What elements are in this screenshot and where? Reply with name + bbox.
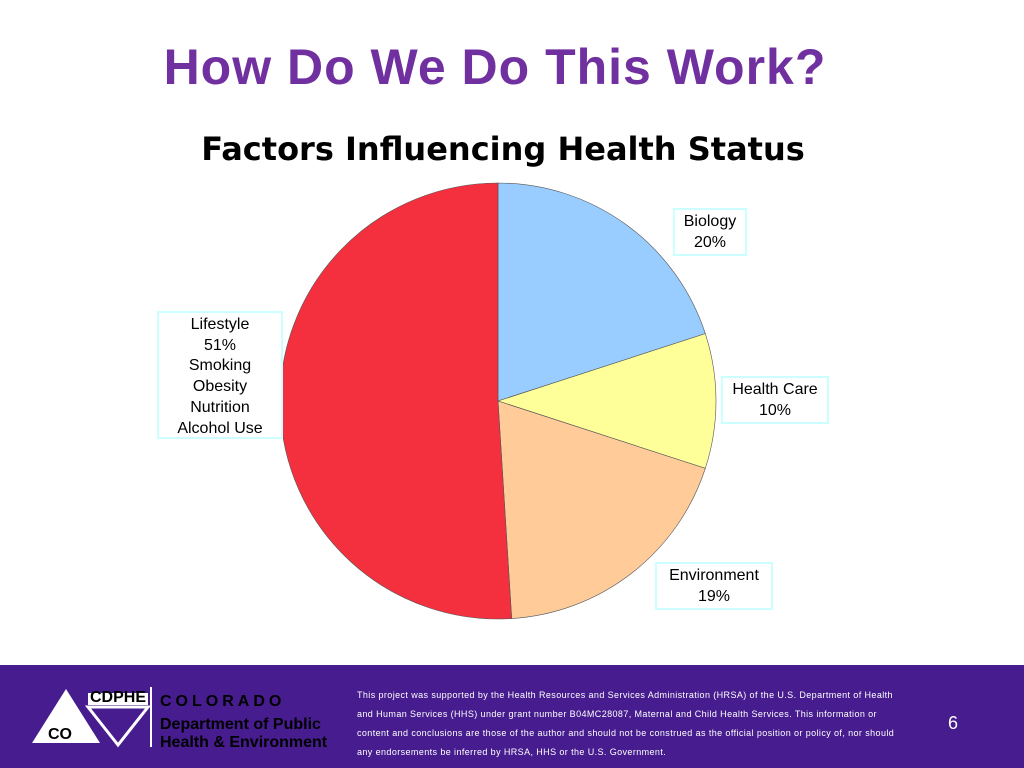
slice-label: Biology bbox=[684, 213, 736, 230]
slide-title: How Do We Do This Work? bbox=[163, 39, 827, 95]
slice-label: Health Care bbox=[732, 381, 817, 398]
pie-chart: Biology 20% Health Care 10% Environment 19% Li… bbox=[157, 182, 829, 620]
logo: CDPHE CO COLORADO Department of Public H… bbox=[32, 687, 328, 749]
slice-annotation: Smoking bbox=[189, 357, 251, 374]
logo-shield bbox=[84, 705, 152, 748]
label-box bbox=[157, 311, 283, 439]
label-box bbox=[721, 376, 829, 424]
page-number: 6 bbox=[948, 713, 959, 733]
slice-value-label: 20% bbox=[694, 234, 726, 251]
slice-value-label: 51% bbox=[204, 337, 236, 354]
logo-triangle bbox=[32, 689, 100, 743]
slice-annotation: Nutrition bbox=[190, 399, 250, 416]
logo-state: COLORADO bbox=[160, 693, 285, 710]
slice-annotation: Alcohol Use bbox=[177, 420, 262, 437]
logo-badge: CDPHE bbox=[90, 689, 146, 706]
label-box bbox=[655, 562, 773, 610]
disclaimer: This project was supported by the Health… bbox=[357, 690, 895, 757]
label-box bbox=[673, 208, 747, 256]
slice-value-label: 19% bbox=[698, 588, 730, 605]
pie-slice bbox=[497, 333, 717, 469]
slice-value-label: 10% bbox=[759, 402, 791, 419]
slice-annotation: Obesity bbox=[193, 378, 247, 395]
footer: CDPHE CO COLORADO Department of Public H… bbox=[0, 665, 1024, 768]
pie-slice bbox=[497, 182, 706, 402]
chart-title: Factors Influencing Health Status bbox=[201, 130, 805, 168]
pie-slice bbox=[497, 400, 706, 619]
logo-badge-box bbox=[88, 693, 148, 705]
logo-department: Health & Environment bbox=[160, 734, 328, 749]
pie-slice bbox=[279, 182, 513, 620]
logo-initials: CO bbox=[48, 726, 72, 743]
slice-label: Environment bbox=[669, 567, 759, 584]
logo-department: Department of Public bbox=[160, 716, 321, 733]
slice-label: Lifestyle bbox=[191, 316, 250, 333]
